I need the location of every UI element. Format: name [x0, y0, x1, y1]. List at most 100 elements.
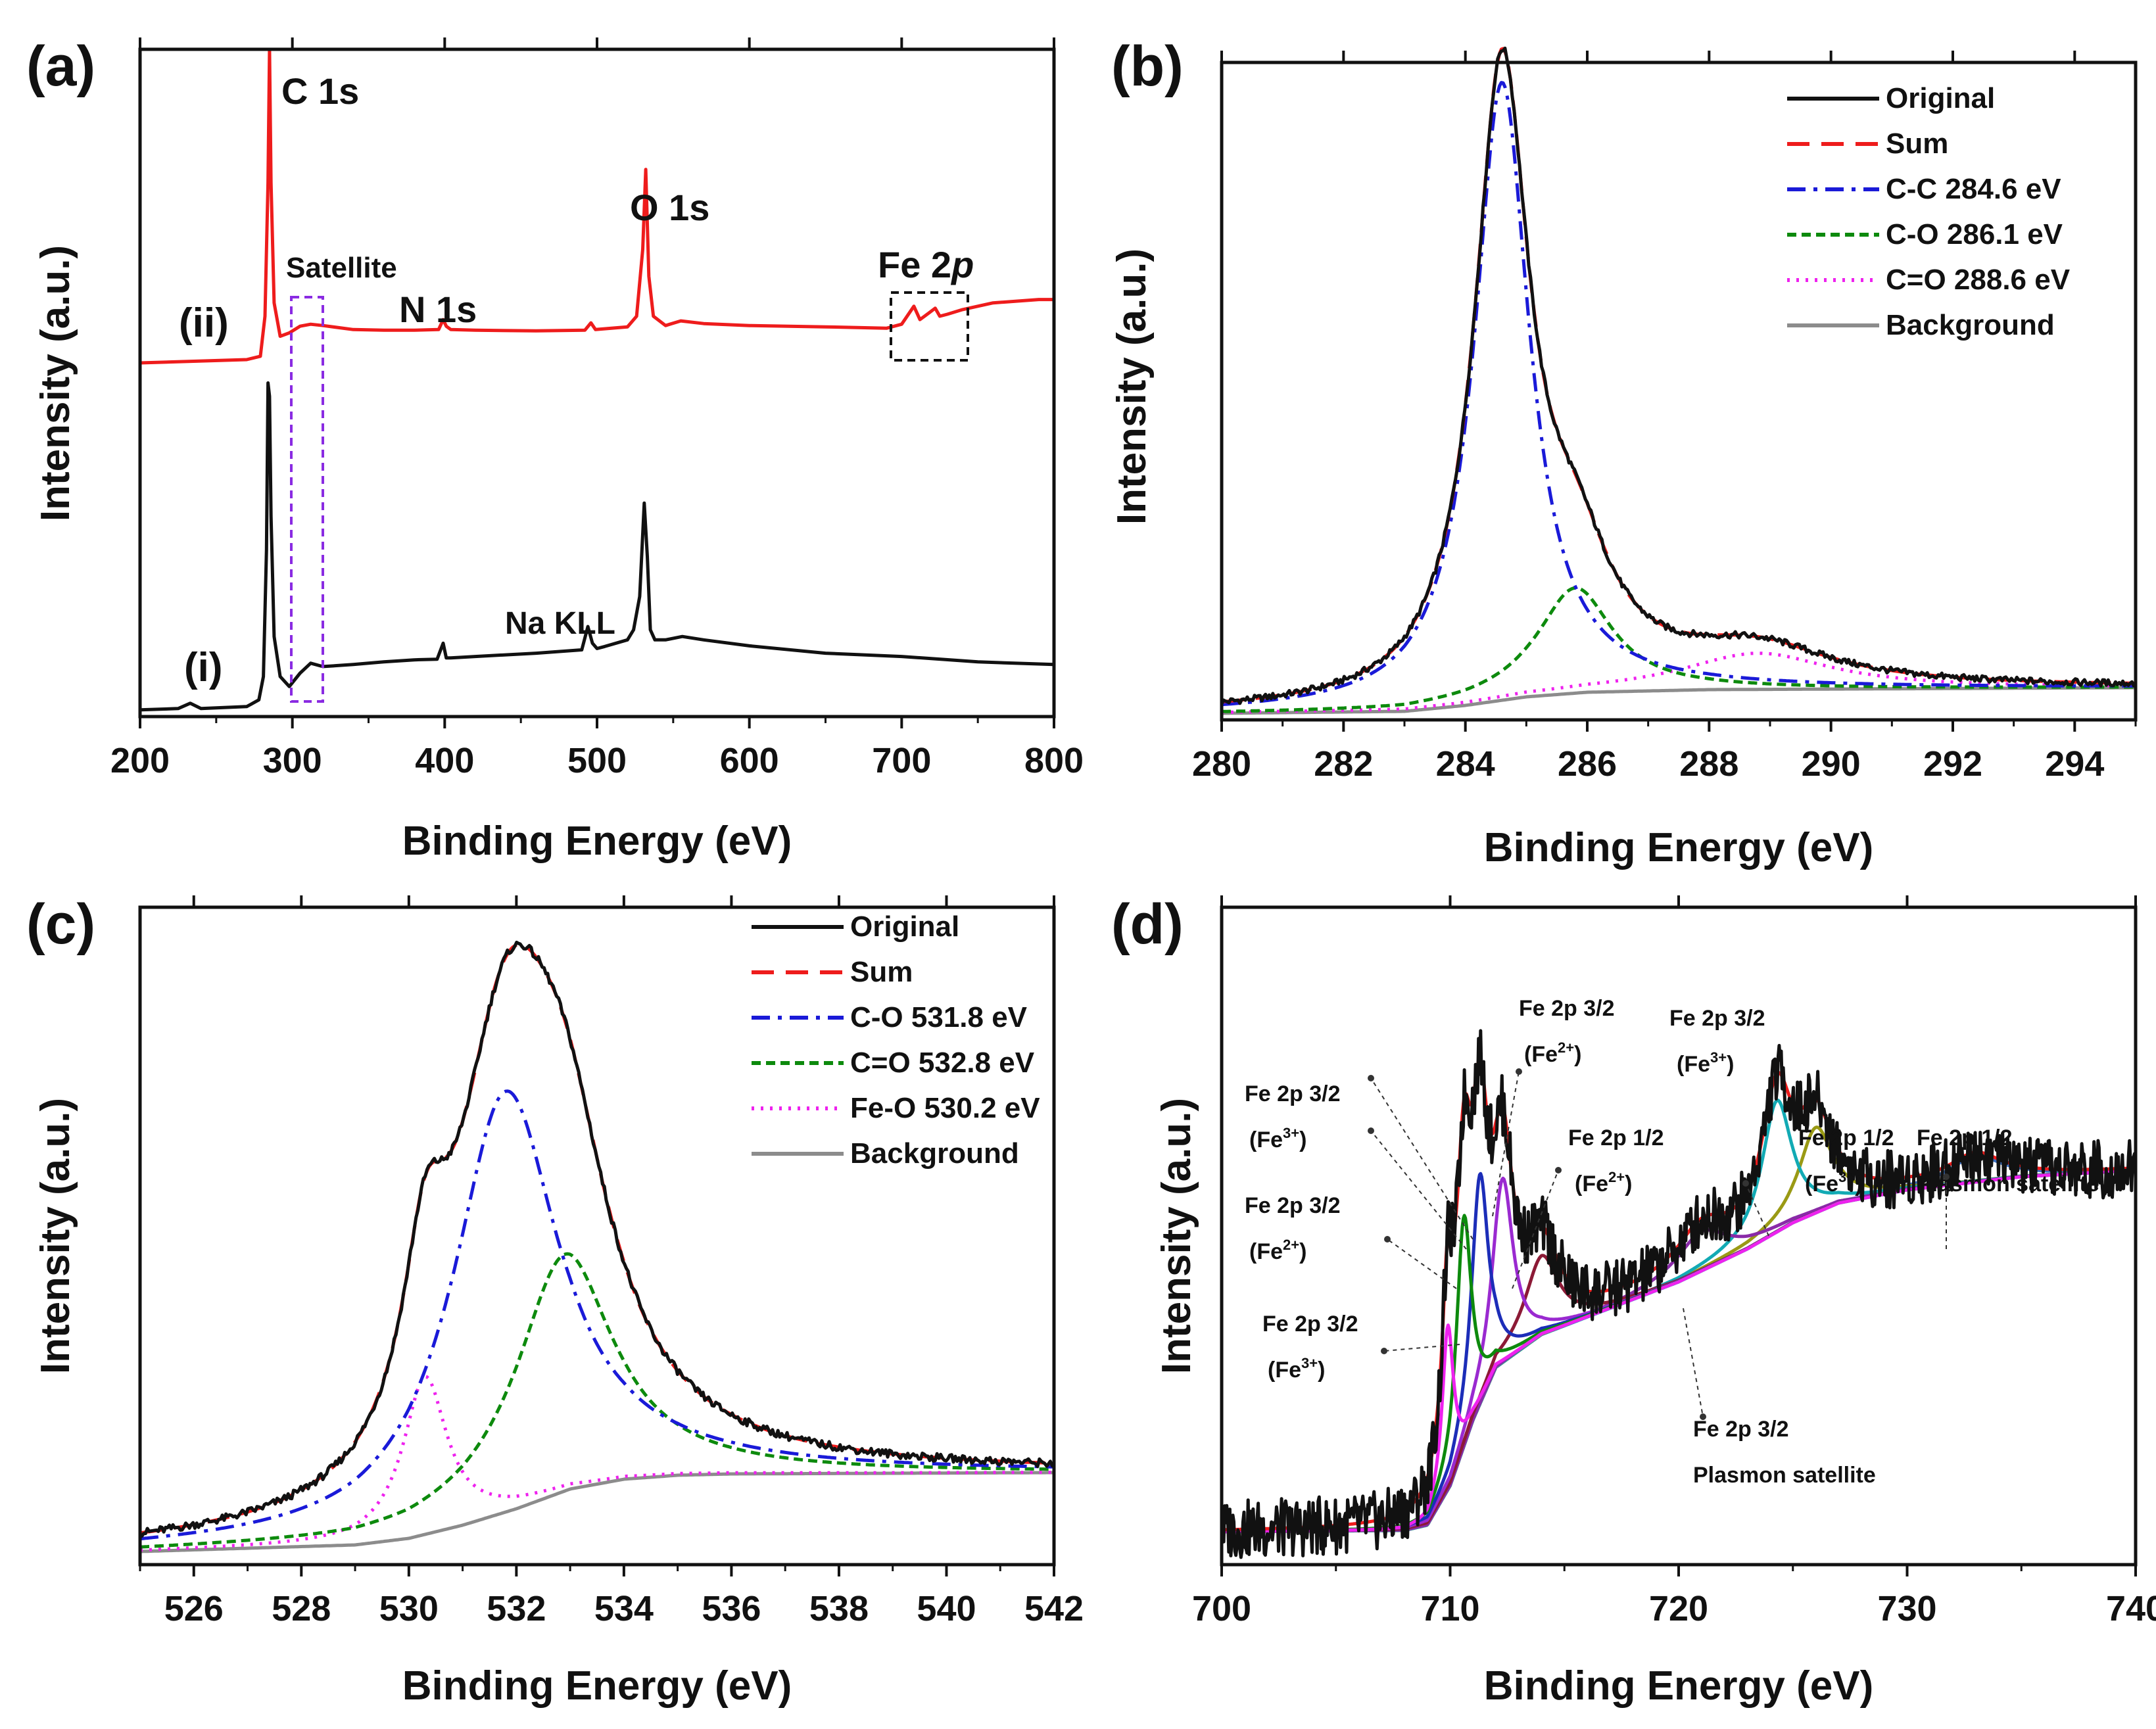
arrow-head — [1368, 1075, 1374, 1081]
arrow-head — [1384, 1236, 1391, 1243]
x-tick-label: 540 — [917, 1589, 976, 1628]
charge-superscript: 2+ — [1283, 1237, 1299, 1253]
legend-label: Original — [1886, 82, 1995, 114]
x-tick-label: 280 — [1192, 744, 1251, 784]
peak-annotation-sub: Plasmon satellite — [1693, 1463, 1876, 1488]
charge-close: ) — [1727, 1052, 1734, 1077]
y-axis-label: Intensity (a.u.) — [33, 245, 78, 521]
x-axis-label: Binding Energy (eV) — [1484, 1663, 1873, 1709]
charge-superscript: 3+ — [1301, 1355, 1318, 1371]
legend-label: C=O 532.8 eV — [850, 1047, 1035, 1079]
x-tick-label: 290 — [1802, 744, 1861, 784]
charge-superscript: 3+ — [1283, 1125, 1299, 1141]
annotation: O 1s — [630, 187, 709, 228]
x-tick-label: 292 — [1923, 744, 1982, 784]
arrow-head — [1368, 1127, 1374, 1134]
panel-label: (a) — [26, 35, 95, 98]
charge-close: ) — [1318, 1358, 1325, 1383]
series-c-o — [1222, 651, 2136, 714]
series-fe-2p-3-2-fe3-711-3 — [1221, 1168, 2136, 1533]
peak-annotation-sub: (Fe2+) — [1524, 1039, 1581, 1067]
y-axis-label: Intensity (a.u.) — [1109, 249, 1155, 525]
series-fe-2p-3-2-fe3-710-6 — [1221, 1168, 2136, 1533]
arrow-head — [1943, 1173, 1950, 1180]
peak-annotation: Fe 2p 3/2 — [1519, 996, 1615, 1021]
x-tick-label: 284 — [1436, 744, 1495, 784]
legend-label: Fe-O 530.2 eV — [850, 1092, 1040, 1124]
y-axis-label: Intensity (a.u.) — [1154, 1098, 1199, 1374]
x-tick-label: 282 — [1314, 744, 1373, 784]
legend-label: Background — [1886, 309, 2055, 341]
x-tick-label: 500 — [567, 741, 627, 780]
peak-annotation-sub: (Fe2+) — [1249, 1237, 1306, 1264]
series-fe-2p-3-2-fe2-709-9 — [1221, 1168, 2136, 1534]
annotation: (i) — [184, 645, 223, 690]
series-fe-2p-3-2-plasmon-satellite — [1221, 1168, 2136, 1534]
peak-annotation-sub: (Fe3+) — [1249, 1125, 1306, 1152]
annotation-arrow — [1512, 1170, 1559, 1289]
series-c-c — [1221, 81, 2136, 707]
series-fe-2p-3-2-fe3-714-0 — [1221, 1168, 2136, 1533]
series-original — [139, 940, 1055, 1538]
series-fe-o — [139, 1375, 1054, 1552]
series-c-o — [139, 1252, 1054, 1549]
x-tick-label: 600 — [720, 741, 779, 780]
charge-close: ) — [1625, 1172, 1632, 1196]
annotation-arrow — [1383, 1344, 1460, 1352]
legend-label: C-C 284.6 eV — [1886, 173, 2061, 205]
arrow-head — [1742, 1180, 1749, 1187]
series-original — [1220, 1029, 2138, 1559]
x-tick-label: 200 — [110, 741, 170, 780]
annotation-arrow — [1745, 1183, 1769, 1237]
panel-b: (b) Binding Energy (eV) Intensity (a.u.) 28… — [1109, 35, 2138, 870]
x-axis-label: Binding Energy (eV) — [402, 1663, 792, 1709]
peak-annotation-sub: (Fe3+) — [1805, 1169, 1862, 1196]
x-tick-label: 286 — [1558, 744, 1617, 784]
annotation-arrow — [1683, 1308, 1704, 1417]
x-tick-label: 526 — [164, 1589, 224, 1628]
panel-label: (c) — [26, 893, 95, 956]
panel-label: (b) — [1111, 35, 1184, 98]
peak-annotation: Fe 2p 3/2 — [1245, 1193, 1341, 1218]
x-tick-label: 700 — [872, 741, 931, 780]
peak-annotation-sub: (Fe3+) — [1268, 1355, 1325, 1383]
annotation: N 1s — [399, 289, 477, 330]
series-original — [1220, 46, 2137, 705]
charge-superscript: 3+ — [1838, 1169, 1855, 1185]
panel-c: (c) Binding Energy (eV) Intensity (a.u.) 52… — [26, 893, 1084, 1709]
legend-label: C-O 531.8 eV — [850, 1001, 1028, 1033]
plot-frame — [1220, 60, 2138, 722]
x-tick-label: 294 — [2045, 744, 2104, 784]
annotation: (ii) — [179, 300, 229, 346]
legend-label: Original — [850, 911, 959, 943]
arrow-head — [1555, 1167, 1562, 1173]
charge-superscript: 3+ — [1710, 1049, 1727, 1066]
legend-label: C=O 288.6 eV — [1886, 264, 2071, 296]
annotation-arrow — [1387, 1239, 1457, 1289]
x-axis-label: Binding Energy (eV) — [1484, 825, 1873, 870]
peak-annotation: Fe 2p 1/2 — [1798, 1125, 1894, 1150]
peak-annotation: Fe 2p 3/2 — [1669, 1006, 1765, 1031]
charge-close: ) — [1855, 1172, 1862, 1196]
x-tick-label: 538 — [809, 1589, 869, 1628]
plot-frame — [1220, 905, 2138, 1567]
series-fe-2p-3-2-fe2-712-3 — [1221, 1168, 2136, 1533]
charge-close: ) — [1299, 1127, 1306, 1152]
legend-label: C-O 286.1 eV — [1886, 218, 2063, 250]
peak-annotation: Fe 2p 1/2 — [1568, 1125, 1664, 1150]
panel-d: (d) Binding Energy (eV) Intensity (a.u.) 70… — [1111, 893, 2156, 1709]
x-tick-label: 532 — [487, 1589, 546, 1628]
series--i- — [139, 381, 1055, 712]
annotation: Satellite — [286, 252, 397, 284]
x-tick-label: 542 — [1024, 1589, 1084, 1628]
series-background — [139, 1471, 1054, 1553]
x-tick-label: 536 — [702, 1589, 761, 1628]
x-tick-label: 534 — [594, 1589, 654, 1628]
arrow-head — [1516, 1068, 1522, 1075]
x-axis-label: Binding Energy (eV) — [402, 818, 792, 864]
x-tick-label: 800 — [1024, 741, 1084, 780]
peak-annotation: Fe 2p 1/2 — [1917, 1125, 2013, 1150]
y-axis-label: Intensity (a.u.) — [33, 1098, 78, 1374]
series-background — [1222, 686, 2136, 715]
